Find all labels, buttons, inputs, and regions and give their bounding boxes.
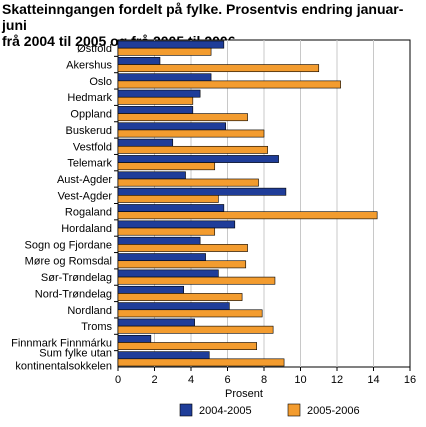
bar-2005-2006-Vest-Agder [117, 195, 219, 203]
bar-2004-2005-Vestfold [117, 138, 174, 147]
bar-2005-2006-Troms [117, 325, 274, 334]
legend-label: 2005-2006 [307, 405, 360, 417]
category-label: Sogn og Fjordane [25, 239, 112, 251]
category-label: Møre og Romsdal [25, 256, 112, 268]
category-label: Rogaland [65, 207, 112, 219]
bar-2004-2005-Sør-Trøndelag [117, 269, 219, 278]
legend: 2004-2005 2005-2006 [179, 403, 360, 417]
x-tick-label: 6 [224, 374, 230, 386]
x-tick-label: 10 [294, 374, 306, 386]
bar-2004-2005-Nord-Trøndelag [117, 285, 184, 294]
bar-2005-2006-Østfold [117, 47, 212, 56]
category-label: Aust-Agder [57, 174, 112, 186]
category-label: Troms [81, 321, 112, 333]
x-tick-label: 8 [261, 374, 267, 386]
bar-2004-2005-Rogaland [117, 204, 225, 212]
bar-2005-2006-Oslo [117, 80, 341, 89]
x-axis-title: Prosent [225, 388, 263, 400]
x-tick-label: 12 [331, 374, 343, 386]
bar-2005-2006-Aust-Agder [117, 178, 259, 187]
x-tick-label: 14 [367, 374, 379, 386]
bar-2005-2006-Akershus [117, 64, 320, 73]
bar-2004-2005-Finnmark Finnmárku [117, 334, 152, 343]
chart-title-line-1: Skatteinngangen fordelt på fylke. Prosen… [2, 1, 404, 33]
bar-2004-2005-Oppland [117, 106, 194, 114]
category-label: Hordaland [61, 223, 112, 235]
legend-swatch [287, 403, 301, 417]
bar-2004-2005-Møre og Romsdal [117, 253, 206, 262]
x-tick-label: 0 [115, 374, 121, 386]
bar-2005-2006-Sør-Trøndelag [117, 276, 276, 285]
bar-2004-2005-Troms [117, 318, 195, 327]
category-label: Oslo [89, 76, 112, 88]
bar-2005-2006-Telemark [117, 162, 216, 171]
bar-series [117, 40, 378, 367]
bar-2005-2006-Nordland [117, 309, 263, 318]
x-tick-label: 4 [188, 374, 194, 386]
bar-2005-2006-Hedmark [117, 96, 194, 105]
bar-2004-2005-Buskerud [117, 122, 226, 131]
category-label: Buskerud [66, 125, 112, 137]
bar-2005-2006-Rogaland [117, 211, 378, 220]
category-label: Nordland [67, 305, 112, 317]
category-label: Vest-Agder [58, 190, 113, 202]
bar-2004-2005-Sum fylke utan kontinentalsokkelen [117, 351, 210, 360]
bar-2004-2005-Vest-Agder [117, 187, 287, 196]
category-label: Nord-Trøndelag [35, 288, 112, 300]
bar-2004-2005-Sogn og Fjordane [117, 236, 201, 245]
bar-2004-2005-Østfold [117, 40, 225, 49]
category-label: Oppland [70, 109, 112, 121]
category-labels: Østfold Akershus Oslo Hedmark Oppland Buskeru… [11, 43, 112, 372]
bar-2004-2005-Nordland [117, 302, 230, 311]
legend-swatch [179, 403, 193, 417]
bar-2005-2006-Vestfold [117, 145, 268, 154]
bar-2005-2006-Sogn og Fjordane [117, 244, 248, 252]
x-axis-ticks: 0 2 4 6 8 10 12 14 16 [114, 55, 416, 386]
category-label: Vestfold [73, 141, 112, 153]
category-label: Telemark [67, 158, 112, 170]
bar-2005-2006-Oppland [117, 113, 248, 122]
bar-2004-2005-Telemark [117, 155, 279, 163]
x-tick-label: 2 [151, 374, 157, 386]
bar-2005-2006-Finnmark Finnmárku [117, 342, 257, 350]
category-label: Hedmark [67, 92, 112, 104]
legend-label: 2004-2005 [199, 405, 252, 417]
bar-2004-2005-Oslo [117, 73, 212, 82]
bar-2005-2006-Møre og Romsdal [117, 260, 247, 269]
category-label: Akershus [66, 60, 112, 72]
bar-2005-2006-Sum fylke utan kontinentalsokkelen [117, 358, 285, 367]
category-label: Finnmark Finnmárku [11, 337, 112, 349]
bar-2005-2006-Hordaland [117, 227, 216, 236]
bar-2005-2006-Buskerud [117, 129, 265, 138]
x-tick-label: 16 [404, 374, 416, 386]
bar-2004-2005-Akershus [117, 57, 161, 65]
bar-2004-2005-Aust-Agder [117, 171, 186, 180]
bar-2004-2005-Hordaland [117, 220, 236, 229]
bar-2004-2005-Hedmark [117, 89, 201, 98]
category-label: Sør-Trøndelag [41, 272, 112, 284]
category-label: Østfold [77, 43, 112, 55]
bar-2005-2006-Nord-Trøndelag [117, 293, 243, 301]
category-label: Sum fylke utan kontinentalsokkelen [15, 347, 112, 372]
